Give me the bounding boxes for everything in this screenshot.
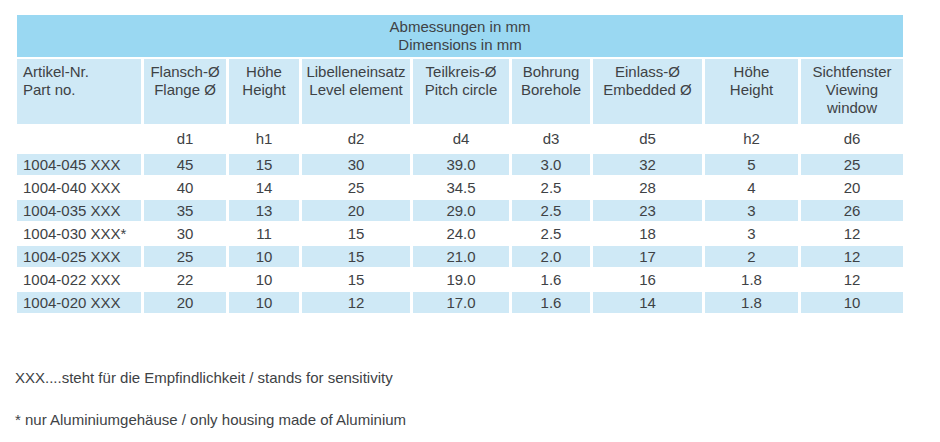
value-cell: 14 — [229, 177, 299, 198]
value-cell: 25 — [801, 154, 903, 175]
value-cell: 35 — [144, 200, 226, 221]
value-cell: 18 — [593, 223, 702, 244]
value-cell: 10 — [801, 292, 903, 313]
value-cell: 40 — [144, 177, 226, 198]
table-row: 1004-025 XXX25101521.02.017212 — [17, 246, 903, 267]
table-row: 1004-035 XXX35132029.02.523326 — [17, 200, 903, 221]
value-cell: 2.5 — [512, 223, 590, 244]
part-no-cell: 1004-040 XXX — [17, 177, 141, 198]
value-cell: 45 — [144, 154, 226, 175]
code-cell-d5: d5 — [593, 126, 702, 152]
footnote-sensitivity: XXX....steht für die Empfindlichkeit / s… — [15, 369, 393, 386]
code-cell-d6: d6 — [801, 126, 903, 152]
column-header-d4: Teilkreis-ØPitch circle — [413, 59, 509, 124]
value-cell: 2.5 — [512, 177, 590, 198]
table-row: 1004-030 XXX*30111524.02.518312 — [17, 223, 903, 244]
value-cell: 26 — [801, 200, 903, 221]
column-header-d2: LibelleneinsatzLevel element — [302, 59, 410, 124]
value-cell: 15 — [302, 246, 410, 267]
value-cell: 15 — [302, 223, 410, 244]
value-cell: 3 — [705, 223, 798, 244]
code-cell-d4: d4 — [413, 126, 509, 152]
table-title: Abmessungen in mm Dimensions in mm — [17, 15, 903, 57]
table-row: 1004-040 XXX40142534.52.528420 — [17, 177, 903, 198]
table-row: 1004-022 XXX22101519.01.6161.812 — [17, 269, 903, 290]
value-cell: 17 — [593, 246, 702, 267]
value-cell: 34.5 — [413, 177, 509, 198]
value-cell: 15 — [229, 154, 299, 175]
value-cell: 20 — [801, 177, 903, 198]
value-cell: 30 — [302, 154, 410, 175]
column-header-d1: Flansch-ØFlange Ø — [144, 59, 226, 124]
part-no-cell: 1004-030 XXX* — [17, 223, 141, 244]
value-cell: 14 — [593, 292, 702, 313]
column-header-d5: Einlass-ØEmbedded Ø — [593, 59, 702, 124]
value-cell: 10 — [229, 269, 299, 290]
value-cell: 1.6 — [512, 269, 590, 290]
value-cell: 20 — [302, 200, 410, 221]
value-cell: 1.8 — [705, 292, 798, 313]
value-cell: 20 — [144, 292, 226, 313]
part-no-cell: 1004-035 XXX — [17, 200, 141, 221]
value-cell: 21.0 — [413, 246, 509, 267]
value-cell: 30 — [144, 223, 226, 244]
value-cell: 2.5 — [512, 200, 590, 221]
value-cell: 12 — [801, 246, 903, 267]
value-cell: 25 — [144, 246, 226, 267]
value-cell: 23 — [593, 200, 702, 221]
column-header-h1: HöheHeight — [229, 59, 299, 124]
value-cell: 29.0 — [413, 200, 509, 221]
code-cell-d3: d3 — [512, 126, 590, 152]
code-row: d1h1d2d4d3d5h2d6 — [17, 126, 903, 152]
value-cell: 32 — [593, 154, 702, 175]
part-no-cell: 1004-025 XXX — [17, 246, 141, 267]
value-cell: 3.0 — [512, 154, 590, 175]
part-no-cell: 1004-020 XXX — [17, 292, 141, 313]
value-cell: 13 — [229, 200, 299, 221]
value-cell: 2 — [705, 246, 798, 267]
value-cell: 24.0 — [413, 223, 509, 244]
value-cell: 16 — [593, 269, 702, 290]
value-cell: 5 — [705, 154, 798, 175]
column-header-d6: SichtfensterViewingwindow — [801, 59, 903, 124]
code-cell-h1: h1 — [229, 126, 299, 152]
value-cell: 12 — [801, 223, 903, 244]
table-title-de: Abmessungen in mm — [17, 18, 903, 36]
value-cell: 11 — [229, 223, 299, 244]
value-cell: 22 — [144, 269, 226, 290]
value-cell: 10 — [229, 292, 299, 313]
value-cell: 10 — [229, 246, 299, 267]
value-cell: 12 — [801, 269, 903, 290]
value-cell: 12 — [302, 292, 410, 313]
column-header-row: Artikel-Nr.Part no.Flansch-ØFlange ØHöhe… — [17, 59, 903, 124]
column-header-d3: BohrungBorehole — [512, 59, 590, 124]
value-cell: 1.6 — [512, 292, 590, 313]
column-header-h2: HöheHeight — [705, 59, 798, 124]
part-no-cell: 1004-045 XXX — [17, 154, 141, 175]
part-no-cell: 1004-022 XXX — [17, 269, 141, 290]
footnote-aluminium: * nur Aluminiumgehäuse / only housing ma… — [15, 411, 406, 428]
table-row: 1004-045 XXX45153039.03.032525 — [17, 154, 903, 175]
value-cell: 25 — [302, 177, 410, 198]
code-cell-d2: d2 — [302, 126, 410, 152]
column-header-part-no: Artikel-Nr.Part no. — [17, 59, 141, 124]
value-cell: 19.0 — [413, 269, 509, 290]
value-cell: 15 — [302, 269, 410, 290]
code-cell-h2: h2 — [705, 126, 798, 152]
code-cell-d1: d1 — [144, 126, 226, 152]
dimensions-table: Abmessungen in mm Dimensions in mm Artik… — [14, 13, 906, 315]
value-cell: 2.0 — [512, 246, 590, 267]
value-cell: 4 — [705, 177, 798, 198]
value-cell: 1.8 — [705, 269, 798, 290]
table-row: 1004-020 XXX20101217.01.6141.810 — [17, 292, 903, 313]
table-title-en: Dimensions in mm — [17, 36, 903, 54]
value-cell: 3 — [705, 200, 798, 221]
code-cell-empty — [17, 126, 141, 152]
value-cell: 28 — [593, 177, 702, 198]
value-cell: 39.0 — [413, 154, 509, 175]
value-cell: 17.0 — [413, 292, 509, 313]
